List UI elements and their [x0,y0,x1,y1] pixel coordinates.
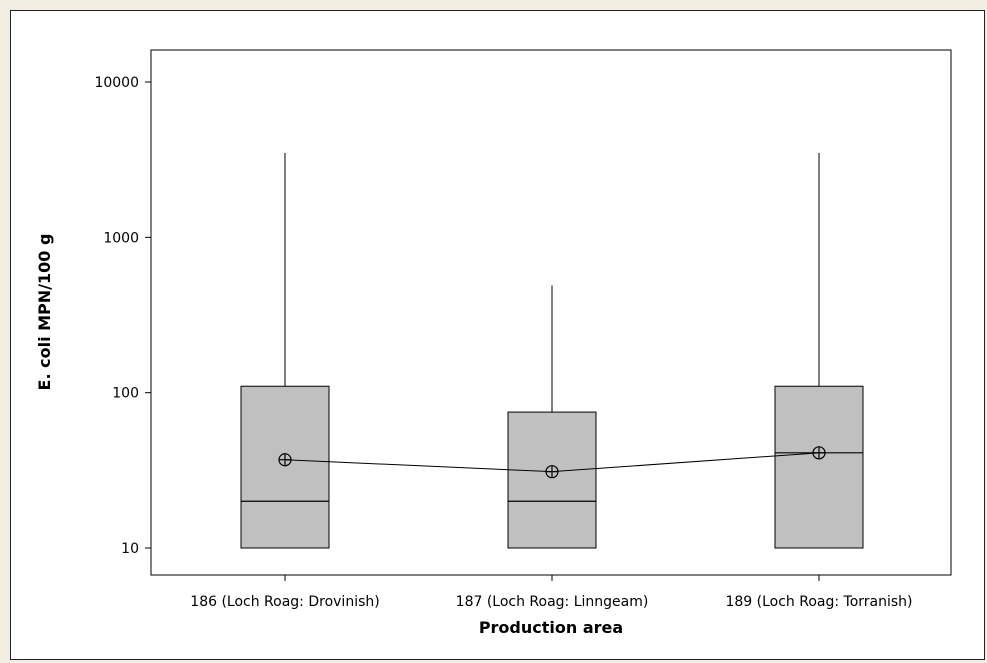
mean-marker [812,446,826,460]
box [507,411,597,549]
box-group [774,152,864,549]
y-tick-label: 100 [112,386,139,402]
box [774,385,864,549]
x-tick-label: 187 (Loch Roag: Linngeam) [456,594,649,610]
box-group [240,152,330,549]
x-tick-label: 189 (Loch Roag: Torranish) [725,594,912,610]
x-tick-label: 186 (Loch Roag: Drovinish) [190,594,379,610]
y-tick-label: 10000 [94,75,139,91]
mean-marker [545,465,559,479]
mean-connect-line [278,446,826,479]
y-axis-title: E. coli MPN/100 g [35,234,54,391]
box-group [507,285,597,549]
x-axis: 186 (Loch Roag: Drovinish) 187 (Loch Roag… [190,575,913,610]
y-tick-label: 1000 [103,230,139,246]
box [240,385,330,549]
y-axis: 10 100 1000 10000 [94,75,151,557]
x-axis-title: Production area [479,618,623,637]
mean-marker [278,453,292,467]
boxes [240,152,864,549]
y-tick-label: 10 [121,541,139,557]
